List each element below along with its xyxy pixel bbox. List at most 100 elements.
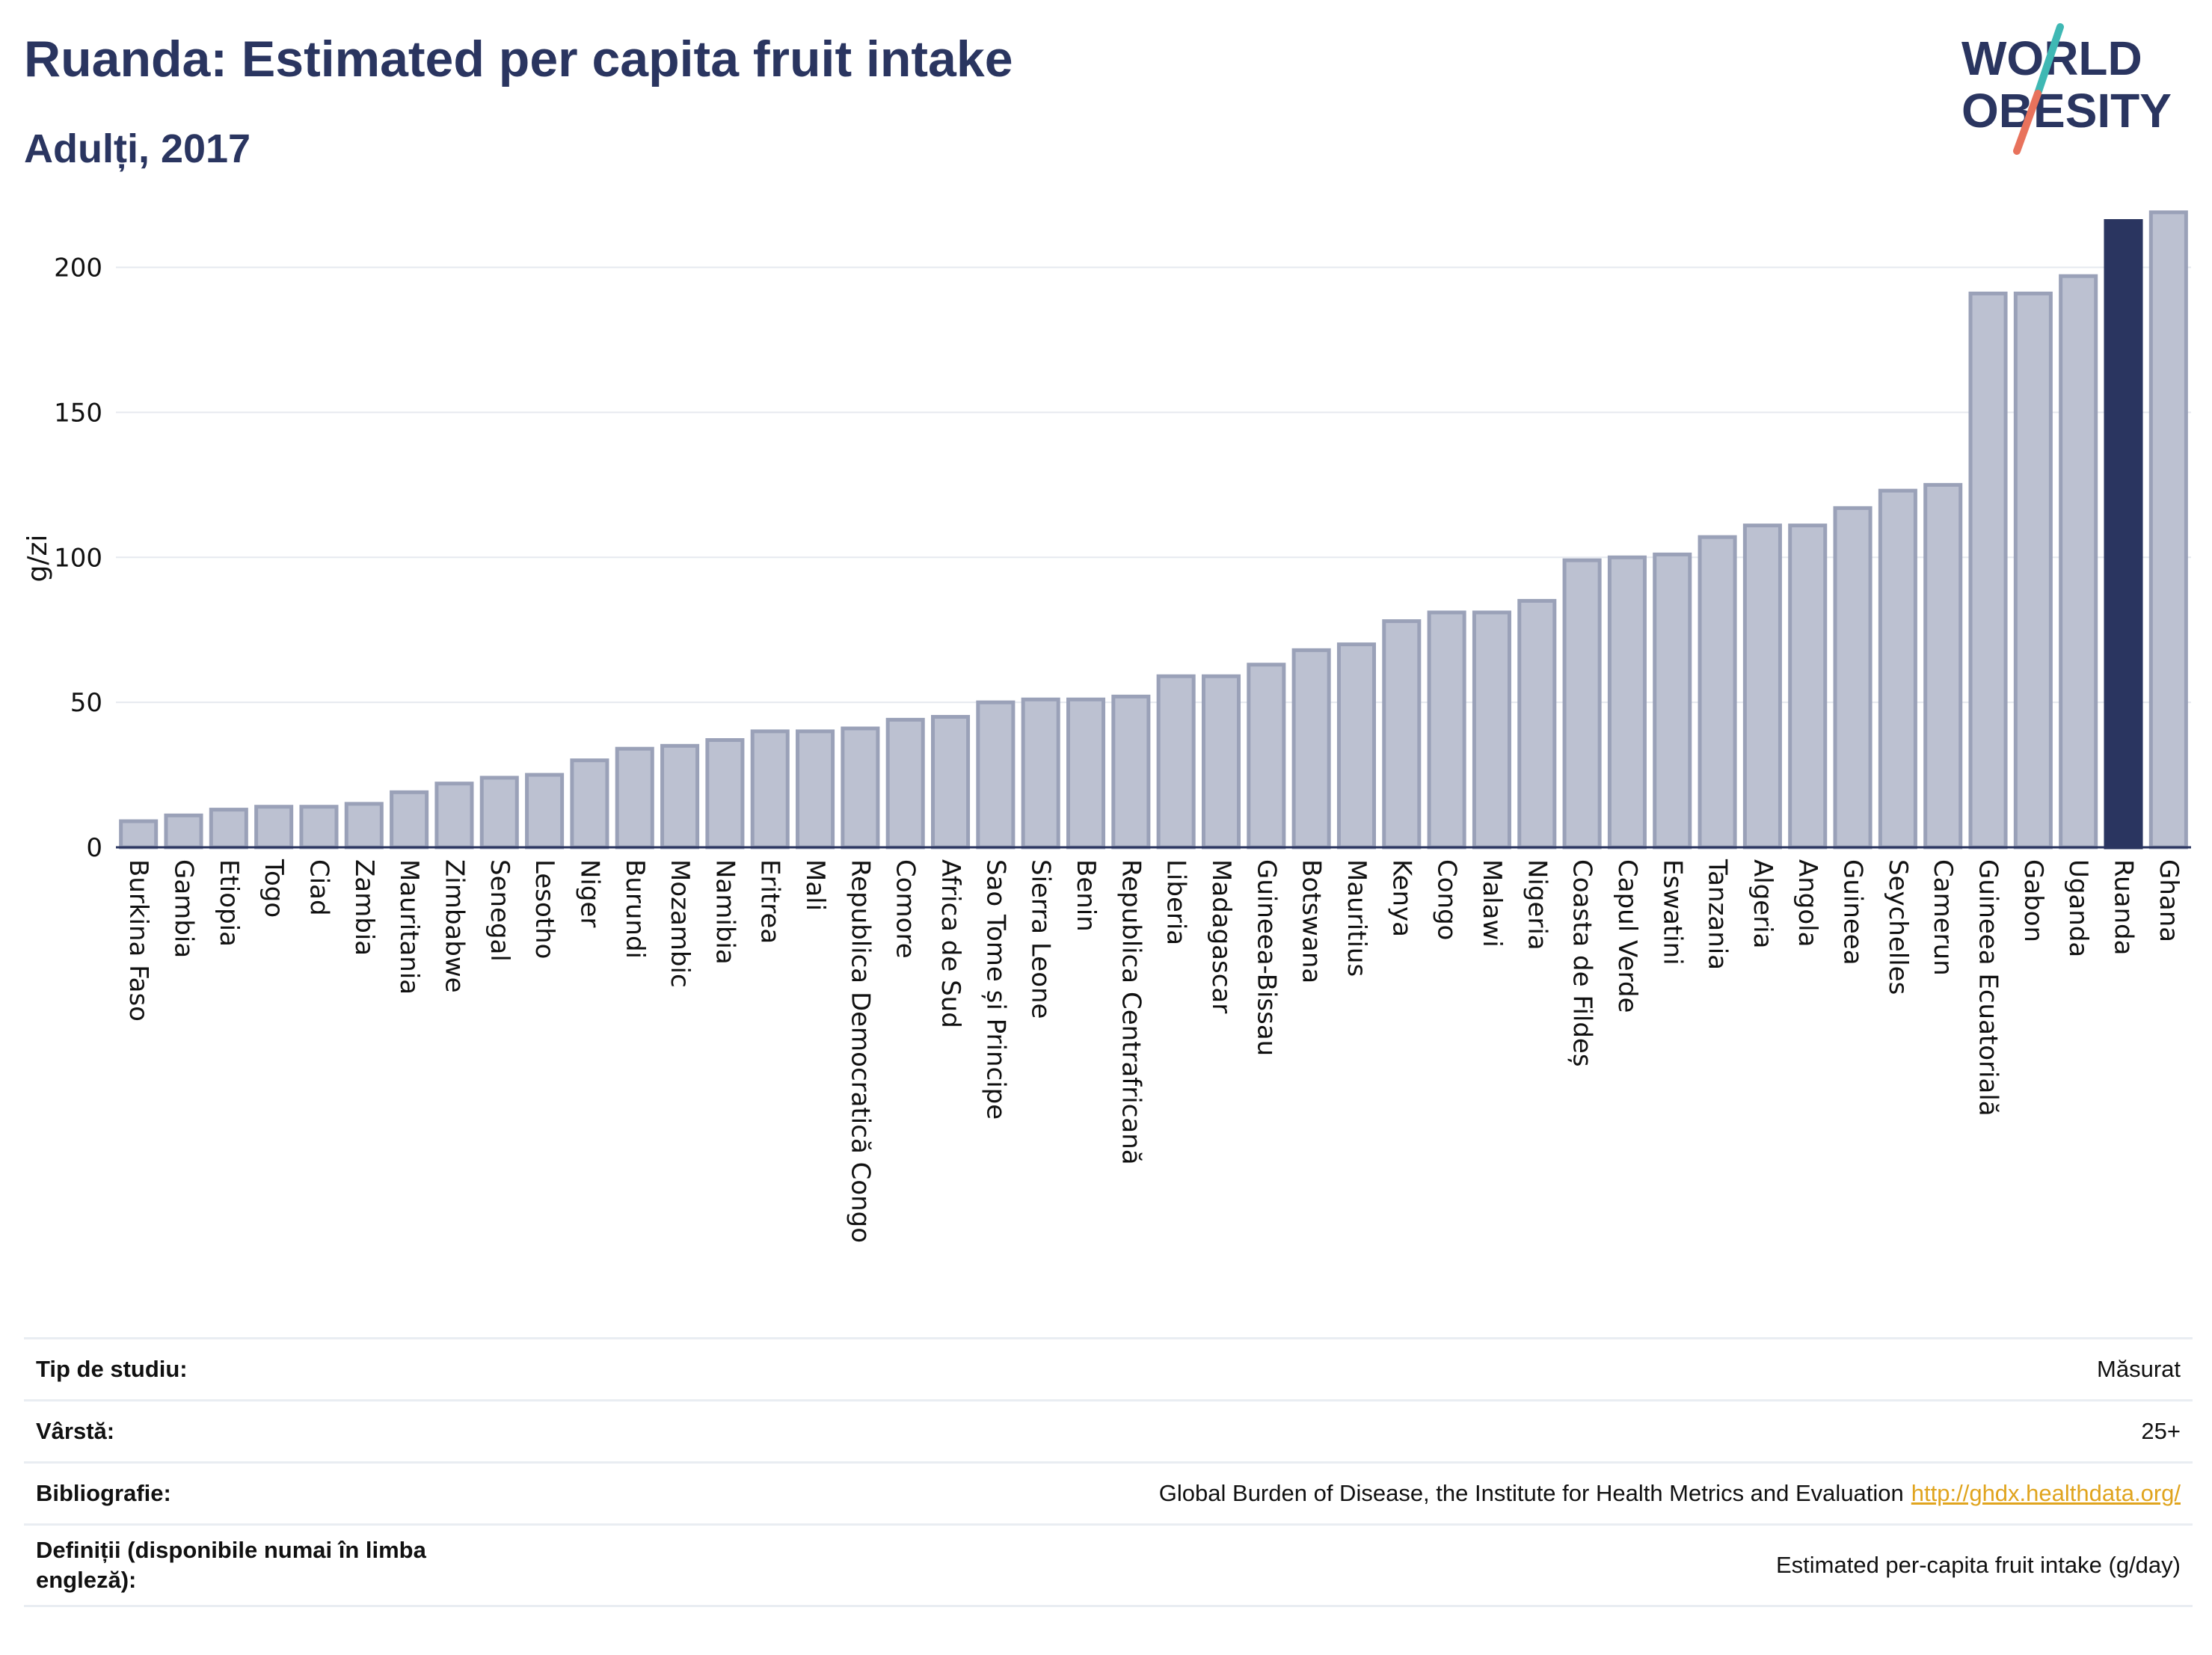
bar-gambia[interactable] — [164, 813, 203, 850]
x-tick-label: Comore — [891, 859, 921, 959]
x-tick-label: Lesotho — [529, 859, 559, 959]
bar-congo[interactable] — [1427, 610, 1466, 850]
bar-sao-tome-și-principe[interactable] — [976, 700, 1016, 850]
bar-mali[interactable] — [796, 729, 835, 850]
x-tick-label: Coasta de Fildeș — [1567, 859, 1597, 1067]
x-tick-label: Kenya — [1386, 859, 1416, 937]
x-tick-label: Liberia — [1161, 859, 1191, 945]
x-tick-label: Guineea-Bissau — [1251, 859, 1281, 1056]
bar-angola[interactable] — [1788, 523, 1828, 850]
x-tick-label: Zimbabwe — [439, 859, 469, 993]
bar-mauritania[interactable] — [390, 790, 429, 850]
info-value-text: 25+ — [2141, 1418, 2181, 1444]
bar-uganda[interactable] — [2059, 274, 2098, 850]
logo-slash-coral — [2013, 90, 2042, 155]
x-tick-label: Madagascar — [1206, 859, 1236, 1013]
bar-eswatini[interactable] — [1653, 552, 1692, 850]
bar-sierra-leone[interactable] — [1021, 697, 1060, 850]
bar-burundi[interactable] — [615, 746, 654, 850]
x-tick-label: Guineea Ecuatorială — [1973, 859, 2003, 1117]
y-tick-label: 200 — [54, 254, 102, 283]
bar-mauritius[interactable] — [1336, 642, 1376, 850]
bar-burkina-faso[interactable] — [119, 819, 159, 850]
bar-zimbabwe[interactable] — [434, 782, 474, 850]
x-tick-label: Angola — [1792, 859, 1822, 947]
info-value-text: Măsurat — [2097, 1356, 2181, 1382]
x-tick-label: Benin — [1071, 859, 1101, 932]
x-tick-label: Mauritius — [1342, 859, 1371, 977]
info-value: 25+ — [2141, 1418, 2193, 1445]
bar-seychelles[interactable] — [1878, 488, 1917, 850]
bar-madagascar[interactable] — [1201, 674, 1241, 850]
info-row: Bibliografie: Global Burden of Disease, t… — [24, 1461, 2193, 1523]
x-tick-label: Burundi — [620, 859, 650, 959]
bar-guineea-bissau[interactable] — [1247, 663, 1286, 850]
bar-benin[interactable] — [1066, 697, 1106, 850]
x-tick-label: Camerun — [1928, 859, 1958, 976]
x-tick-label: Gambia — [168, 859, 198, 958]
bar-camerun[interactable] — [1923, 482, 1963, 850]
x-tick-label: Sierra Leone — [1026, 859, 1056, 1019]
bar-botswana[interactable] — [1291, 648, 1331, 850]
bar-zambia[interactable] — [344, 802, 384, 850]
x-tick-label: Senegal — [485, 859, 514, 962]
bar-togo[interactable] — [254, 805, 294, 850]
info-row: Definiții (disponibile numai în limba en… — [24, 1523, 2193, 1607]
info-value: Global Burden of Disease, the Institute … — [1159, 1480, 2193, 1507]
bar-etiopia[interactable] — [209, 808, 248, 850]
chart-title: Ruanda: Estimated per capita fruit intak… — [24, 31, 1013, 87]
bar-namibia[interactable] — [705, 738, 745, 850]
chart-subtitle: Adulți, 2017 — [24, 126, 251, 171]
x-axis-labels: Burkina Faso Gambia Etiopia Togo Ciad Zambia M… — [123, 859, 2184, 1243]
bar-ghana[interactable] — [2148, 210, 2188, 850]
bar-nigeria[interactable] — [1517, 598, 1557, 850]
x-tick-label: Tanzania — [1703, 859, 1733, 970]
bar-mozambic[interactable] — [660, 743, 700, 850]
bar-republica-centrafricană[interactable] — [1111, 694, 1151, 850]
bar-tanzania[interactable] — [1698, 535, 1737, 850]
bar-coasta-de-fildeș[interactable] — [1562, 558, 1602, 850]
bar-ciad[interactable] — [299, 805, 339, 850]
bar-guineea[interactable] — [1833, 506, 1872, 850]
x-tick-label: Togo — [259, 859, 289, 918]
x-tick-label: Republica Centrafricană — [1116, 859, 1146, 1165]
info-label: Vârstă: — [36, 1418, 115, 1444]
bar-guineea-ecuatorială[interactable] — [1968, 291, 2008, 850]
x-tick-label: Republica Democratică Congo — [845, 859, 875, 1243]
y-tick-label: 100 — [54, 543, 102, 573]
bar-republica-democratică-congo[interactable] — [841, 726, 880, 850]
bar-gabon[interactable] — [2013, 291, 2053, 850]
x-tick-label: Ciad — [304, 859, 334, 916]
info-table: Tip de studiu: Măsurat Vârstă: 25+ Bibliogra… — [24, 1337, 2193, 1607]
x-tick-label: Africa de Sud — [936, 859, 965, 1028]
y-axis-ticks: 0 50 100 150 200 — [54, 254, 102, 863]
bar-capul-verde[interactable] — [1607, 555, 1647, 850]
bar-kenya[interactable] — [1382, 619, 1422, 850]
source-link[interactable]: http://ghdx.healthdata.org/ — [1911, 1480, 2181, 1506]
bar-lesotho[interactable] — [525, 773, 565, 850]
y-tick-label: 150 — [54, 398, 102, 428]
y-tick-label: 50 — [70, 688, 102, 718]
bar-comore[interactable] — [885, 717, 925, 850]
bar-senegal[interactable] — [479, 776, 519, 850]
x-tick-label: Mali — [800, 859, 830, 911]
bar-chart: 0 50 100 150 200 Burkina Faso Gambia Etiopia To… — [22, 210, 2191, 1243]
bar-eritrea[interactable] — [750, 729, 790, 850]
logo-slash-teal — [2034, 23, 2064, 97]
bar-malawi[interactable] — [1472, 610, 1511, 850]
x-tick-label: Algeria — [1748, 859, 1778, 948]
info-value: Estimated per-capita fruit intake (g/day… — [1776, 1552, 2193, 1579]
y-tick-label: 0 — [86, 833, 102, 863]
info-value-text: Global Burden of Disease, the Institute … — [1158, 1480, 1904, 1506]
logo-text-obesity: OBESITY — [1961, 84, 2172, 138]
bar-liberia[interactable] — [1156, 674, 1196, 850]
world-obesity-logo[interactable]: WORLD OBESITY — [1956, 22, 2195, 157]
x-tick-label: Malawi — [1477, 859, 1507, 948]
info-label: Bibliografie: — [36, 1480, 171, 1506]
bar-algeria[interactable] — [1742, 523, 1782, 850]
bar-africa-de-sud[interactable] — [931, 715, 971, 850]
bar-ruanda[interactable] — [2104, 219, 2143, 850]
x-tick-label: Capul Verde — [1612, 859, 1642, 1013]
bars — [119, 210, 2188, 850]
bar-niger[interactable] — [570, 758, 609, 850]
